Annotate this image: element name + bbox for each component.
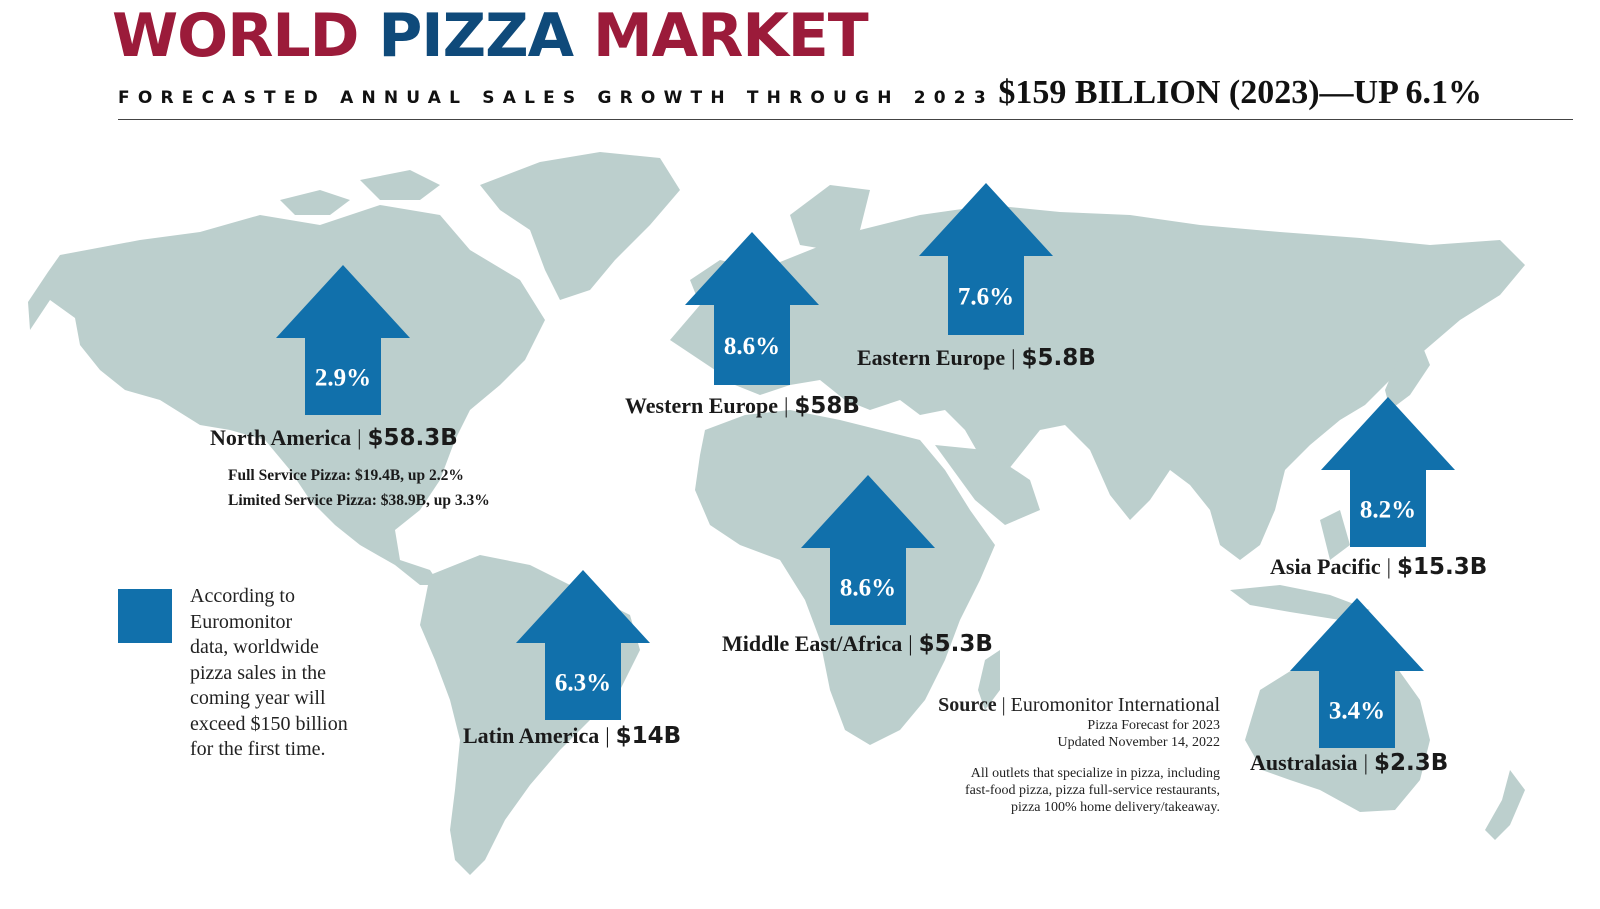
legend-line: for the first time.: [190, 738, 326, 760]
title-word-pizza: PIZZA: [378, 1, 574, 71]
region-name: Australasia: [1250, 750, 1358, 775]
arrow-icon: [276, 265, 410, 415]
region-value: $2.3B: [1373, 750, 1449, 776]
source-note-line: All outlets that specialize in pizza, in…: [970, 766, 1220, 781]
region-name: Latin America: [463, 723, 600, 748]
region-name: Asia Pacific: [1270, 554, 1381, 579]
region-label-australasia: Australasia | $2.3B: [1250, 750, 1448, 776]
region-name: Middle East/Africa: [722, 631, 903, 656]
limited-service-detail: Limited Service Pizza: $38.9B, up 3.3%: [228, 492, 490, 509]
legend-line: Euromonitor: [190, 610, 293, 633]
source-line: Source | Euromonitor International: [938, 694, 1220, 716]
header-divider: [118, 119, 1573, 120]
region-label-eastern-europe: Eastern Europe | $5.8B: [857, 345, 1096, 371]
region-value: $58B: [794, 393, 860, 419]
growth-rate-label: 8.6%: [724, 333, 780, 360]
source-forecast: Pizza Forecast for 2023: [1087, 718, 1220, 733]
full-service-detail: Full Service Pizza: $19.4B, up 2.2%: [228, 467, 464, 484]
region-label-western-europe: Western Europe | $58B: [625, 393, 860, 419]
page-title: WORLD PIZZA MARKET: [112, 6, 869, 66]
arrow-icon: [919, 183, 1053, 335]
growth-arrow-north-america: 2.9%: [276, 265, 410, 415]
growth-arrow-australasia: 3.4%: [1290, 598, 1424, 748]
separator: |: [357, 425, 362, 450]
region-label-middle-east-africa: Middle East/Africa | $5.3B: [722, 631, 993, 657]
growth-rate-label: 3.4%: [1329, 698, 1385, 725]
source-updated: Updated November 14, 2022: [1057, 735, 1220, 750]
growth-arrow-western-europe: 8.6%: [685, 232, 819, 385]
separator: |: [908, 631, 913, 656]
arrow-icon: [1290, 598, 1424, 748]
landmass-arctic-islands-2: [360, 170, 440, 200]
subtitle: FORECASTED ANNUAL SALES GROWTH THROUGH 2…: [118, 88, 994, 108]
growth-arrow-asia-pacific: 8.2%: [1321, 397, 1455, 547]
landmass-new-zealand: [1485, 770, 1525, 840]
growth-rate-label: 2.9%: [315, 365, 371, 392]
separator: |: [605, 723, 610, 748]
landmass-philippines: [1320, 510, 1350, 560]
legend-swatch: [118, 589, 172, 643]
region-value: $5.8B: [1021, 345, 1096, 371]
separator: |: [1386, 554, 1391, 579]
growth-rate-label: 6.3%: [555, 670, 611, 697]
landmass-arctic-islands: [280, 190, 350, 215]
legend-line: pizza sales in the: [190, 661, 327, 684]
growth-rate-label: 8.2%: [1360, 497, 1416, 524]
source-note-line: fast-food pizza, pizza full-service rest…: [965, 783, 1220, 798]
headline-total: $159 BILLION (2023)—UP 6.1%: [998, 74, 1482, 111]
growth-rate-label: 7.6%: [958, 284, 1014, 311]
separator: |: [1011, 345, 1016, 370]
legend-text: According to Euromonitor data, worldwide…: [190, 584, 380, 763]
region-label-asia-pacific: Asia Pacific | $15.3B: [1270, 554, 1487, 580]
region-name: North America: [210, 425, 352, 450]
arrow-icon: [685, 232, 819, 385]
region-value: $14B: [615, 723, 682, 749]
source-note: Source | Euromonitor International Pizza…: [938, 694, 1220, 816]
separator: |: [1363, 750, 1368, 775]
arrow-icon: [1321, 397, 1455, 547]
landmass-madagascar: [978, 650, 1000, 710]
legend-line: exceed $150 billion: [190, 712, 348, 735]
growth-arrow-latin-america: 6.3%: [516, 570, 650, 720]
legend-line: According to: [190, 585, 295, 607]
growth-arrow-middle-east-africa: 8.6%: [801, 475, 935, 625]
legend-line: coming year will: [190, 687, 326, 709]
region-value: $58.3B: [367, 425, 458, 451]
growth-rate-label: 8.6%: [840, 575, 896, 602]
landmass-japan: [1385, 340, 1430, 410]
region-label-north-america: North America | $58.3B: [210, 425, 458, 451]
landmass-indonesia: [1230, 585, 1370, 620]
growth-arrows: 2.9% 8.6% 7.6% 8.2% 8.6% 6.3% 3.4%: [276, 183, 1455, 748]
source-label: Source: [938, 694, 997, 716]
landmass-eurasia: [670, 205, 1525, 560]
landmass-scandinavia: [790, 185, 870, 250]
source-note-line: pizza 100% home delivery/takeaway.: [1010, 800, 1220, 815]
landmass-north-america: [28, 205, 545, 585]
title-word-world: WORLD: [112, 1, 359, 71]
arrow-icon: [801, 475, 935, 625]
landmass-greenland: [480, 152, 680, 300]
region-name: Western Europe: [625, 393, 778, 418]
landmass-arabia: [935, 445, 1040, 525]
region-value: $5.3B: [918, 631, 993, 657]
legend-line: data, worldwide: [190, 636, 319, 658]
region-label-latin-america: Latin America | $14B: [463, 723, 681, 749]
source-name: Euromonitor International: [1010, 694, 1220, 716]
title-word-market: MARKET: [592, 1, 869, 71]
region-name: Eastern Europe: [857, 345, 1006, 370]
region-value: $15.3B: [1397, 554, 1488, 580]
arrow-icon: [516, 570, 650, 720]
separator: |: [783, 393, 789, 418]
growth-arrow-eastern-europe: 7.6%: [919, 183, 1053, 335]
